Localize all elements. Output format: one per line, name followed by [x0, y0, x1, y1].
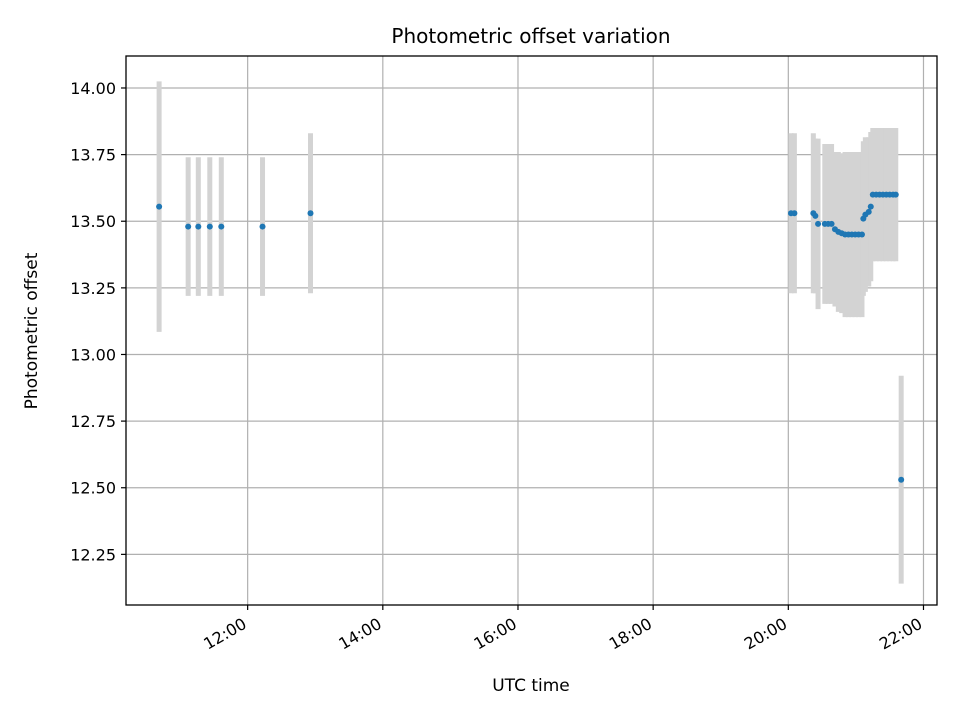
data-point: [185, 223, 192, 230]
plot-frame: [125, 55, 938, 606]
y-axis-label: Photometric offset: [22, 252, 42, 409]
data-points: [156, 191, 905, 483]
y-tick-label: 12.75: [70, 412, 116, 431]
y-tick-label: 13.00: [70, 345, 116, 364]
y-tick-label: 13.50: [70, 212, 116, 231]
data-point: [828, 220, 835, 227]
y-axis-ticks: 12.25 12.50 12.75 13.00 13.25 13.50 13.75 14.00: [70, 79, 126, 564]
data-point: [815, 220, 822, 227]
data-point: [867, 203, 874, 210]
data-point: [156, 203, 163, 210]
data-point: [898, 476, 905, 483]
y-tick-label: 13.25: [70, 279, 116, 298]
data-point: [195, 223, 202, 230]
data-point: [865, 208, 872, 215]
y-tick-label: 13.75: [70, 146, 116, 165]
y-tick-label: 14.00: [70, 79, 116, 98]
chart-title: Photometric offset variation: [391, 24, 670, 48]
x-axis-label: UTC time: [492, 676, 570, 696]
data-point: [206, 223, 213, 230]
y-tick-label: 12.25: [70, 545, 116, 564]
data-point: [892, 191, 899, 198]
y-tick-label: 12.50: [70, 479, 116, 498]
data-point: [791, 210, 798, 217]
data-point: [812, 212, 819, 219]
data-point: [218, 223, 225, 230]
data-point: [259, 223, 266, 230]
data-point: [858, 231, 865, 238]
data-point: [307, 210, 314, 217]
